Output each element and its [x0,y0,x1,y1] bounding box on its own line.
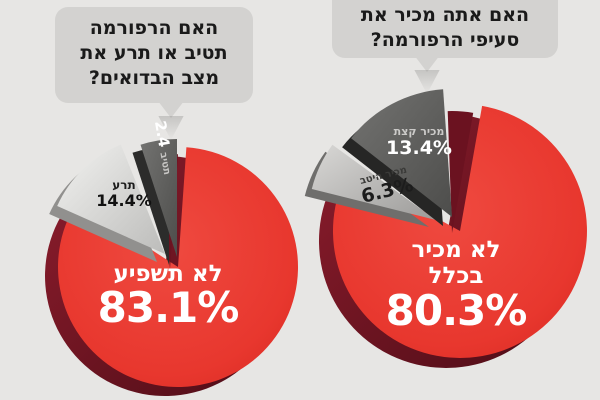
slice-name-improve: תטיב [157,151,173,176]
pie-main-slice [58,147,299,388]
slice-pct-no-effect: 83.1% [97,283,240,333]
slice-name-no-effect: לא תשפיע [113,261,223,287]
question-left-line2: תטיב או תרע את [80,42,228,65]
pie-exploded-slice [57,144,166,254]
slice-label-no-effect: לא תשפיע 83.1% [93,261,243,330]
question-right-line1: האם אתה מכיר את [360,4,530,26]
bubble-tail-left [158,101,184,118]
slice-label-not-familiar: לא מכיר בכלל 80.3% [381,237,531,333]
slice-pct-not-familiar: 80.3% [385,285,528,335]
question-bubble-right: האם אתה מכיר את סעיפי הרפורמה? [332,0,558,58]
slice-name-worsen: תרע [112,178,136,192]
question-right-line2: סעיפי הרפורמה? [370,29,520,52]
slice-name-not-familiar: לא מכיר בכלל [411,237,501,290]
slice-pct-knows-little: 13.4% [386,137,452,160]
question-left-line1: האם הרפורמה [89,17,219,39]
pie-exploded-slice [140,139,177,257]
slice-pct-worsen: 14.4% [96,191,152,211]
question-bubble-left: האם הרפורמה תטיב או תרע את מצב הבדואים? [55,7,253,103]
pie-main-slice [332,105,587,358]
pie-exploded-slice [351,89,452,217]
question-left-line3: מצב הבדואים? [88,67,220,90]
slice-pct-improve: 2.4 [150,119,174,149]
slice-label-knows-little: מכיר קצת 13.4% [379,125,459,160]
pie-notch-inner-face [447,111,474,233]
slice-name-knows-little: מכיר קצת [393,125,445,138]
bubble-tail-right [414,55,440,72]
slice-label-worsen: תרע 14.4% [84,178,164,211]
pie-exploded-slice [311,144,436,220]
